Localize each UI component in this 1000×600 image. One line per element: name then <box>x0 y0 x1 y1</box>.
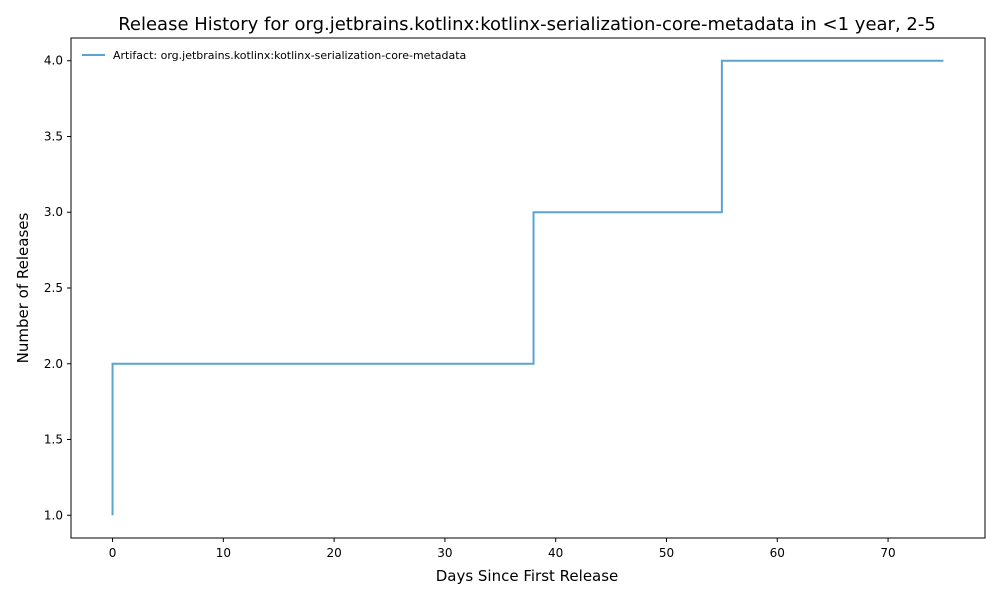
y-tick-label: 1.0 <box>44 508 63 522</box>
x-tick-label: 60 <box>770 546 785 560</box>
y-tick-label: 1.5 <box>44 433 63 447</box>
plot-frame <box>70 37 986 539</box>
legend: Artifact: org.jetbrains.kotlinx:kotlinx-… <box>82 49 466 62</box>
y-tick-label: 3.0 <box>44 205 63 219</box>
x-axis-label: Days Since First Release <box>436 567 619 585</box>
y-tick-label: 2.0 <box>44 357 63 371</box>
x-tick-label: 30 <box>437 546 452 560</box>
y-tick-label: 3.5 <box>44 129 63 143</box>
series-step-line <box>111 59 944 516</box>
series-layer <box>111 59 944 516</box>
chart-title: Release History for org.jetbrains.kotlin… <box>118 14 936 35</box>
y-axis-ticks: 1.0 1.5 2.0 2.5 3.0 3.5 4.0 <box>44 54 71 522</box>
x-tick-label: 50 <box>659 546 674 560</box>
y-tick-label: 2.5 <box>44 281 63 295</box>
x-tick-label: 20 <box>326 546 341 560</box>
x-tick-label: 70 <box>880 546 895 560</box>
x-tick-label: 0 <box>109 546 117 560</box>
x-tick-label: 10 <box>216 546 231 560</box>
x-axis-ticks: 0 10 20 30 40 50 60 70 <box>109 538 896 560</box>
y-tick-label: 4.0 <box>44 54 63 68</box>
y-axis-label: Number of Releases <box>14 212 32 363</box>
x-tick-label: 40 <box>548 546 563 560</box>
legend-label: Artifact: org.jetbrains.kotlinx:kotlinx-… <box>113 49 466 62</box>
